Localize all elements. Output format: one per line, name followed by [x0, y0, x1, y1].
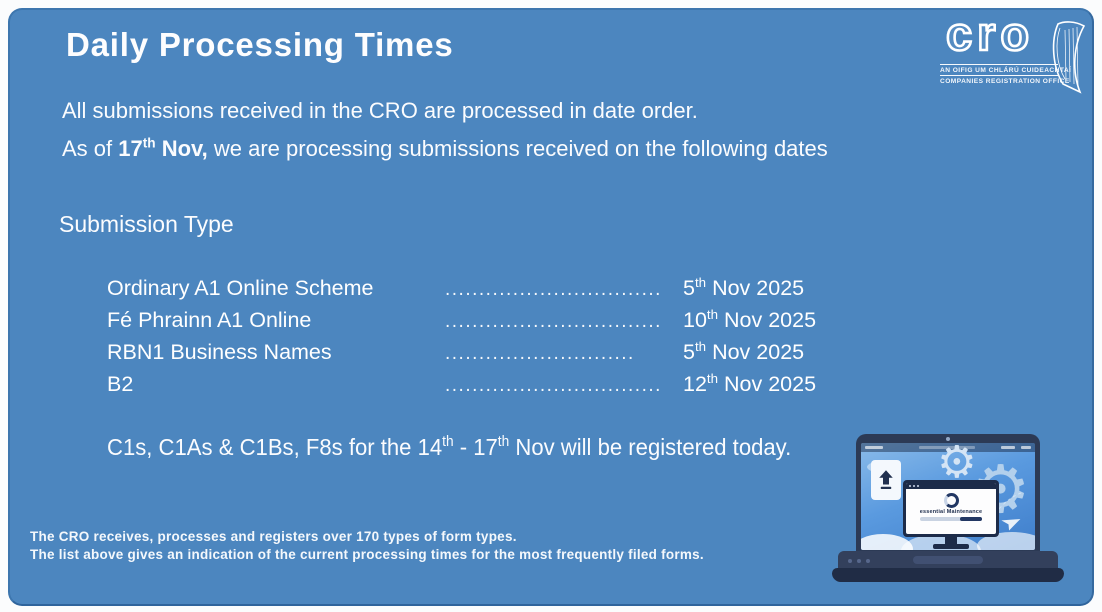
laptop-trackpad	[913, 556, 983, 564]
processing-date: 10th Nov 2025	[683, 306, 817, 332]
maintenance-window: essential Maintenance	[906, 483, 996, 534]
poster-card: Daily Processing Times cro AN OIFIG UM C…	[8, 7, 1094, 606]
cro-logo-text: AN OIFIG UM CHLÁRÚ CUIDEACHTAÍ COMPANIES…	[940, 64, 1071, 86]
monitor-base	[933, 544, 969, 549]
intro-line-2-prefix: As of	[62, 136, 119, 161]
footer-line-1: The CRO receives, processes and register…	[30, 529, 517, 544]
intro-line-1: All submissions received in the CRO are …	[62, 98, 698, 123]
dot-leader: ................................	[445, 311, 662, 332]
intro-date-month: Nov,	[155, 136, 208, 161]
loading-spinner	[943, 493, 959, 508]
page-title: Daily Processing Times	[66, 26, 454, 63]
cloud-shape	[861, 534, 913, 550]
submission-name: RBN1 Business Names	[107, 340, 332, 364]
webcam-dot	[946, 437, 950, 441]
dot-leader: ............................	[445, 343, 635, 364]
footer-disclaimer: The CRO receives, processes and register…	[30, 528, 704, 564]
cro-wordmark: cro	[945, 7, 1035, 61]
dot-leader: ................................	[445, 375, 662, 396]
processing-table: Ordinary A1 Online Scheme...............…	[107, 276, 867, 404]
intro-line-2-suffix: we are processing submissions received o…	[207, 136, 828, 161]
dot-leader: ................................	[445, 279, 662, 300]
intro-date-suffix: th	[142, 135, 156, 151]
registration-note: C1s, C1As & C1Bs, F8s for the 14th - 17t…	[107, 434, 792, 460]
table-row: B2................................ 12th N…	[107, 372, 867, 404]
processing-date: 12th Nov 2025	[683, 370, 817, 396]
table-row: Fé Phrainn A1 Online....................…	[107, 308, 867, 340]
submission-type-heading: Submission Type	[59, 211, 234, 237]
maintenance-monitor: essential Maintenance	[903, 480, 999, 537]
upload-icon	[871, 460, 901, 500]
table-row: RBN1 Business Names.....................…	[107, 340, 867, 372]
footer-line-2: The list above gives an indication of th…	[30, 547, 704, 562]
laptop-base	[832, 568, 1064, 582]
maintenance-label: essential Maintenance	[919, 509, 983, 515]
processing-date: 5th Nov 2025	[683, 274, 805, 300]
table-row: Ordinary A1 Online Scheme...............…	[107, 276, 867, 308]
laptop-wallpaper-sky: ⚙ ⚙	[861, 443, 1035, 550]
paper-plane-icon	[996, 512, 1022, 538]
laptop-illustration: ⚙ ⚙	[832, 434, 1064, 582]
progress-bar	[920, 517, 982, 521]
cro-logo: cro AN OIFIG UM CHLÁRÚ CUIDEACHTAÍ COMPA…	[938, 7, 1090, 101]
cro-logo-line-english: COMPANIES REGISTRATION OFFICE	[940, 75, 1069, 86]
laptop-keyboard-deck	[838, 551, 1058, 572]
laptop-screen: ⚙ ⚙	[856, 434, 1040, 552]
submission-name: Ordinary A1 Online Scheme	[107, 276, 374, 300]
browser-bar	[861, 443, 1035, 452]
submission-name: B2	[107, 372, 134, 396]
harp-icon	[1048, 20, 1088, 101]
window-titlebar	[906, 483, 996, 489]
submission-name: Fé Phrainn A1 Online	[107, 308, 312, 332]
monitor-stand	[945, 537, 957, 545]
processing-date: 5th Nov 2025	[683, 338, 805, 364]
gear-icon: ⚙	[937, 443, 977, 488]
cro-logo-line-irish: AN OIFIG UM CHLÁRÚ CUIDEACHTAÍ	[940, 64, 1071, 75]
intro-line-2: As of 17th Nov, we are processing submis…	[62, 136, 828, 162]
intro-date-day: 17	[118, 136, 143, 161]
